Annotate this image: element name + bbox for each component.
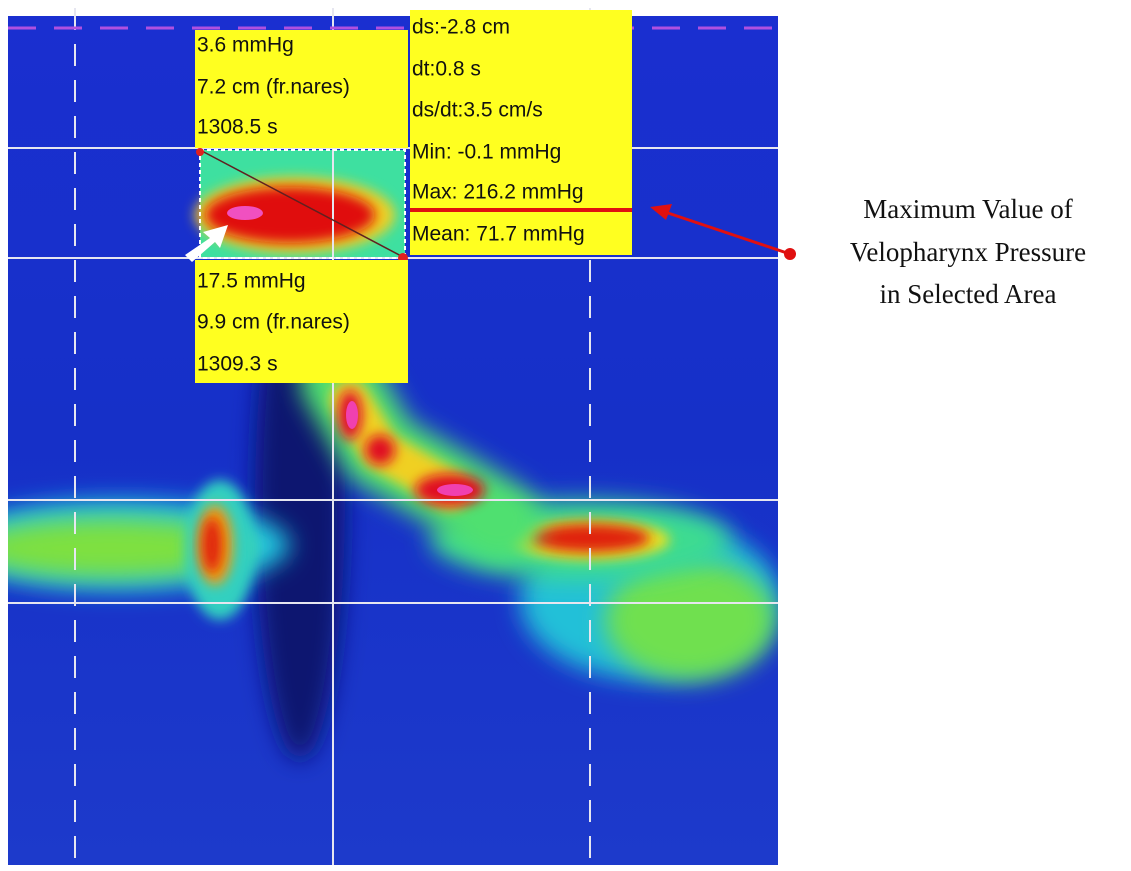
box-line: 7.2 cm (fr.nares) (197, 76, 350, 99)
box-line: 9.9 cm (fr.nares) (197, 311, 350, 334)
box-line: 17.5 mmHg (197, 270, 306, 293)
stats-box: ds:-2.8 cm dt:0.8 s ds/dt:3.5 cm/s Min: … (410, 10, 632, 255)
box-line: 1308.5 s (197, 116, 278, 139)
annotation: Maximum Value of Velopharynx Pressure in… (850, 194, 1086, 309)
top-left-box: 3.6 mmHg 7.2 cm (fr.nares) 1308.5 s (195, 30, 408, 148)
annotation-line: Maximum Value of (863, 194, 1072, 224)
box-line: Max: 216.2 mmHg (412, 181, 584, 204)
screenshot: 3.6 mmHg 7.2 cm (fr.nares) 1308.5 s ds:-… (0, 0, 1131, 871)
box-line: 1309.3 s (197, 353, 278, 376)
annotation-line: Velopharynx Pressure (850, 237, 1086, 267)
box-line: ds:-2.8 cm (412, 16, 510, 39)
box-line: ds/dt:3.5 cm/s (412, 99, 543, 122)
box-line: Min: -0.1 mmHg (412, 141, 561, 164)
box-line: 3.6 mmHg (197, 34, 294, 57)
bottom-box: 17.5 mmHg 9.9 cm (fr.nares) 1309.3 s (195, 260, 408, 383)
box-line: dt:0.8 s (412, 58, 481, 81)
box-line: Mean: 71.7 mmHg (412, 223, 585, 246)
annotation-line: in Selected Area (880, 279, 1057, 309)
